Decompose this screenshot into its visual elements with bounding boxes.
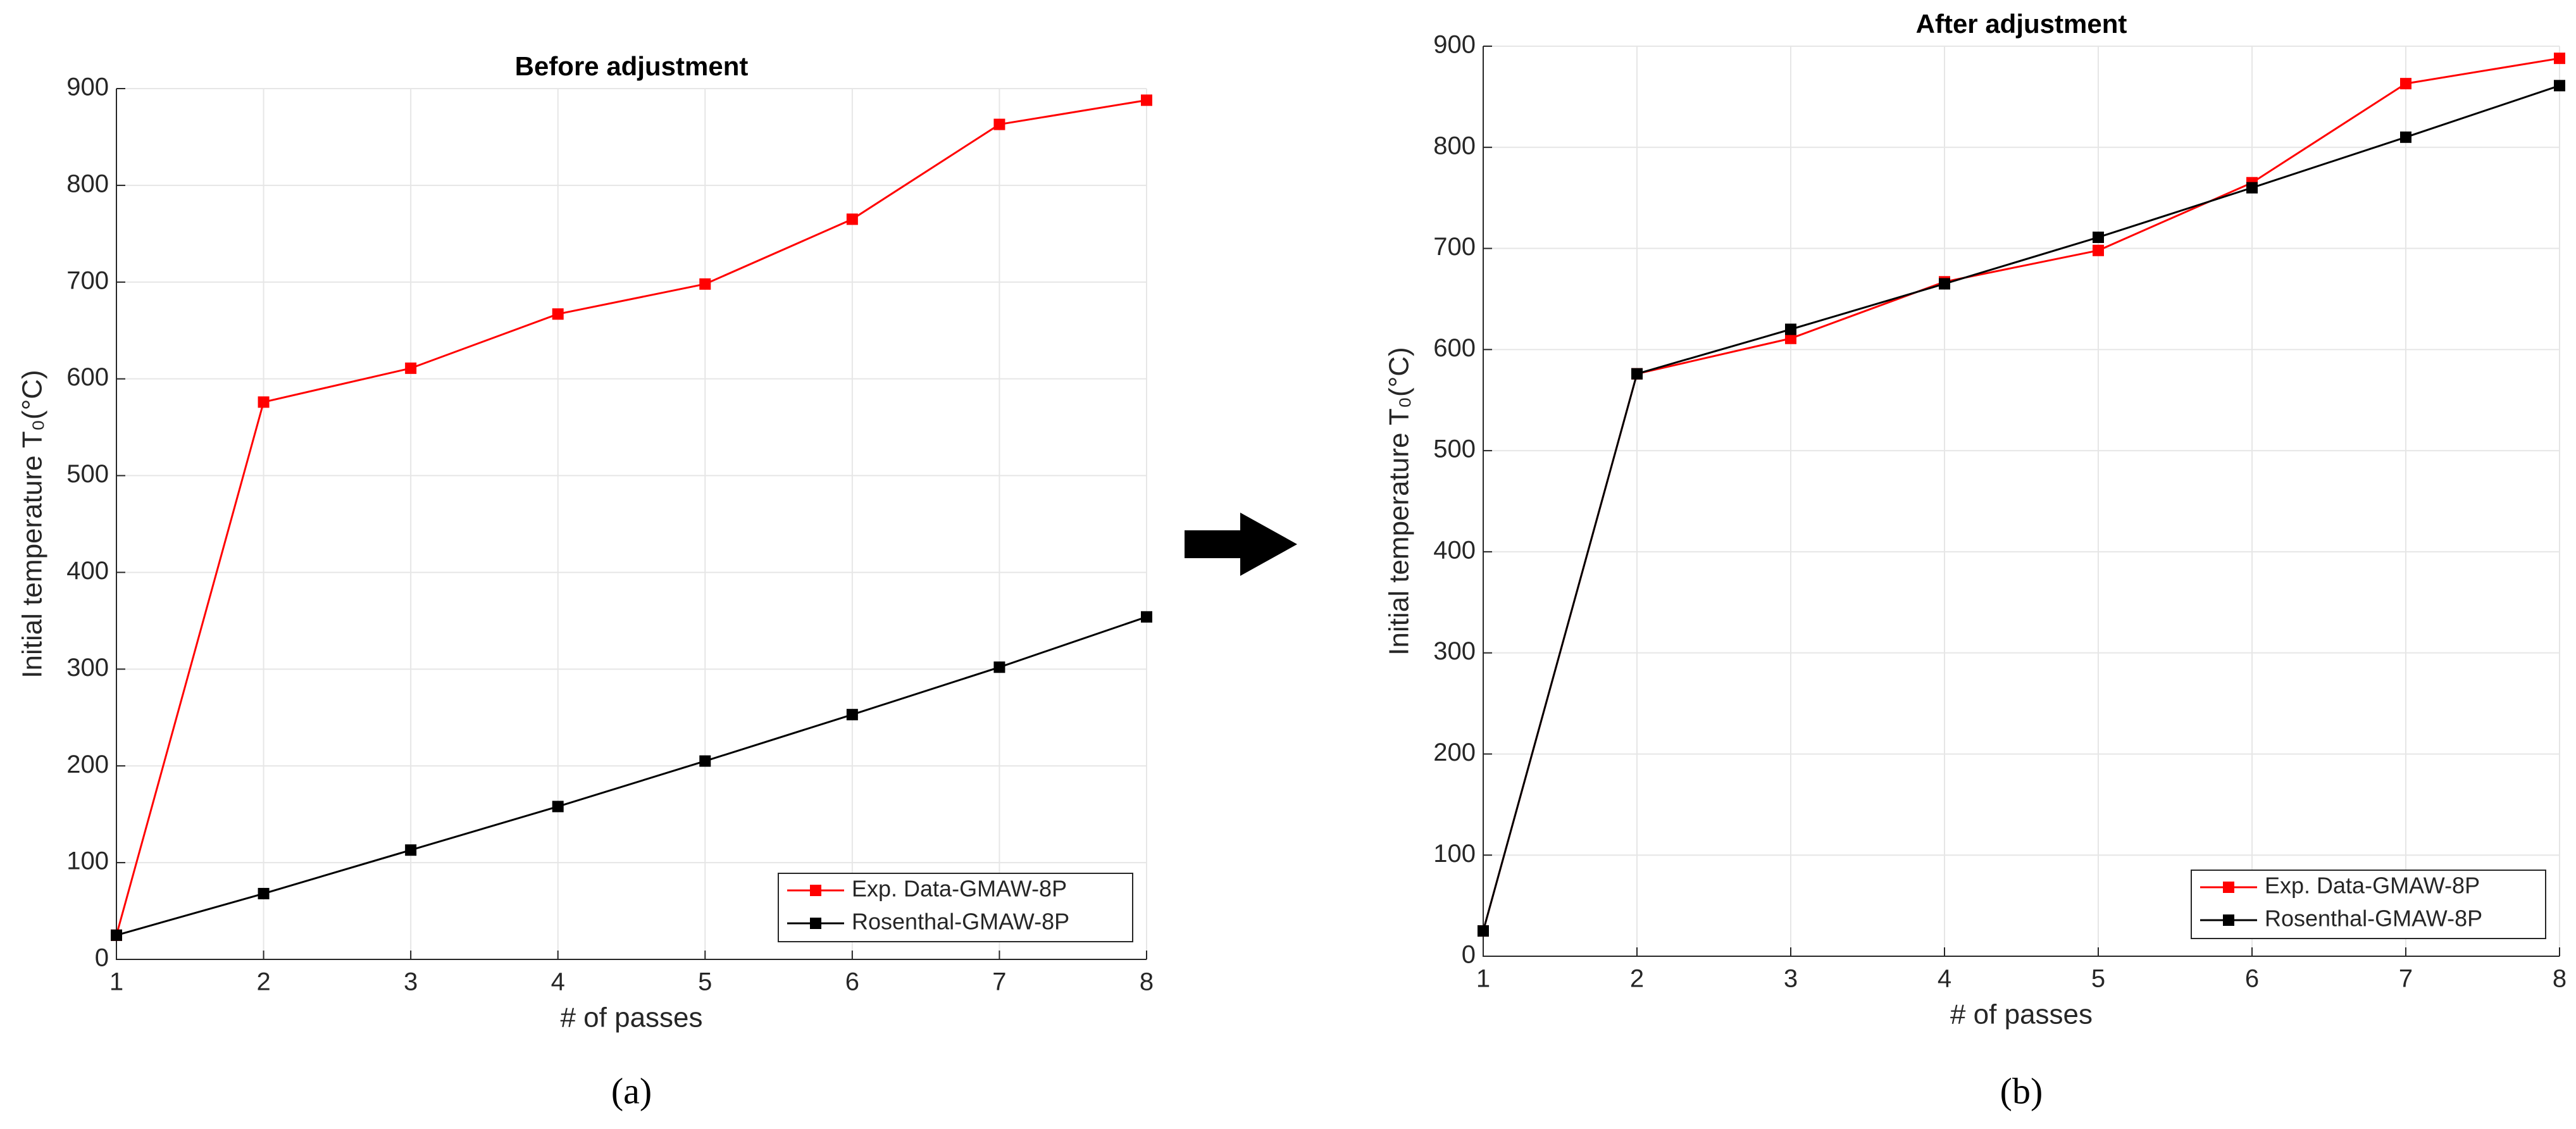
chart: 0 100 200 300 400 500 600 700 800 900 1 2 3 4 5 6 7 8 Befo… — [17, 51, 1154, 1111]
marker — [1785, 332, 1796, 344]
legend-marker — [2223, 882, 2234, 893]
x-tick-label: 5 — [2091, 965, 2105, 993]
arrow — [1185, 513, 1297, 576]
marker — [2400, 131, 2411, 143]
y-tick-label: 600 — [1433, 334, 1476, 362]
y-tick-label: 0 — [1462, 941, 1476, 969]
marker — [258, 396, 270, 408]
caption: (b) — [2000, 1070, 2043, 1111]
caption: (a) — [611, 1070, 652, 1111]
marker — [2246, 182, 2258, 194]
x-tick-label: 4 — [551, 968, 565, 996]
chart: 0 100 200 300 400 500 600 700 800 900 1 2 3 4 5 6 7 8 Afte… — [1384, 9, 2567, 1111]
legend-label: Rosenthal-GMAW-8P — [852, 909, 1069, 935]
marker — [2093, 231, 2104, 243]
plot-area — [1483, 46, 2560, 956]
marker — [846, 213, 858, 225]
y-tick-label: 200 — [1433, 739, 1476, 766]
marker — [258, 888, 270, 900]
x-tick-label: 6 — [845, 968, 859, 996]
series-line — [1482, 57, 2560, 932]
legend-label: Rosenthal-GMAW-8P — [2265, 906, 2482, 932]
x-axis-label: # of passes — [1950, 999, 2093, 1030]
legend-label: Exp. Data-GMAW-8P — [852, 876, 1067, 902]
y-tick-label: 300 — [66, 654, 109, 682]
marker — [2554, 53, 2565, 65]
y-tick-label: 700 — [1433, 233, 1476, 261]
y-tick-label: 400 — [1433, 536, 1476, 564]
marker — [2400, 78, 2411, 90]
x-axis-label: # of passes — [560, 1002, 702, 1033]
axes — [1483, 46, 2560, 957]
x-tick-label: 8 — [2553, 965, 2567, 993]
y-tick-label: 500 — [66, 460, 109, 488]
y-tick-label: 100 — [1433, 840, 1476, 868]
x-tick-label: 2 — [1630, 965, 1644, 993]
series-line — [116, 616, 1147, 937]
x-tick-label: 5 — [698, 968, 712, 996]
series-line — [1482, 84, 2560, 932]
y-tick-label: 200 — [66, 751, 109, 778]
legend-label: Exp. Data-GMAW-8P — [2265, 873, 2480, 899]
marker — [1141, 611, 1152, 623]
x-tick-label: 3 — [404, 968, 418, 996]
y-tick-label: 500 — [1433, 435, 1476, 463]
marker — [2093, 244, 2104, 256]
marker — [1478, 925, 1489, 937]
legend-marker — [810, 885, 821, 896]
plot-area — [116, 89, 1147, 959]
axes — [116, 89, 1147, 960]
legend-marker — [2223, 914, 2234, 926]
marker — [1141, 94, 1152, 106]
y-tick-label: 600 — [66, 363, 109, 391]
chart-title: After adjustment — [1916, 9, 2127, 39]
x-tick-label: 3 — [1784, 965, 1798, 993]
y-tick-label: 100 — [66, 847, 109, 875]
marker — [552, 801, 564, 813]
x-tick-label: 7 — [2399, 965, 2413, 993]
marker — [1631, 368, 1643, 380]
y-tick-label: 800 — [1433, 132, 1476, 159]
marker — [699, 278, 711, 290]
x-tick-label: 6 — [2245, 965, 2259, 993]
y-tick-label: 0 — [95, 944, 109, 972]
marker — [2554, 80, 2565, 92]
marker — [405, 362, 417, 374]
marker — [1785, 323, 1796, 335]
y-tick-label: 300 — [1433, 637, 1476, 665]
x-tick-label: 7 — [992, 968, 1006, 996]
x-tick-label: 1 — [109, 968, 123, 996]
y-axis-label: Initial temperature T₀(°C) — [1384, 347, 1415, 655]
y-tick-label: 900 — [66, 73, 109, 101]
marker — [846, 709, 858, 721]
legend-marker — [810, 918, 821, 929]
y-tick-label: 700 — [66, 266, 109, 294]
y-tick-label: 900 — [1433, 31, 1476, 59]
x-tick-label: 1 — [1476, 965, 1490, 993]
marker — [1939, 278, 1950, 290]
marker — [699, 755, 711, 767]
y-tick-label: 800 — [66, 170, 109, 197]
legend — [778, 873, 1133, 942]
chart-title: Before adjustment — [515, 51, 749, 81]
marker — [552, 308, 564, 320]
marker — [111, 929, 122, 941]
marker — [993, 118, 1005, 130]
legend — [2191, 870, 2546, 939]
marker — [405, 844, 417, 856]
series-line — [115, 99, 1147, 936]
x-tick-label: 2 — [256, 968, 270, 996]
x-tick-label: 4 — [1938, 965, 1951, 993]
y-axis-label: Initial temperature T₀(°C) — [17, 370, 48, 678]
marker — [993, 661, 1005, 673]
y-tick-label: 400 — [66, 557, 109, 585]
x-tick-label: 8 — [1140, 968, 1154, 996]
